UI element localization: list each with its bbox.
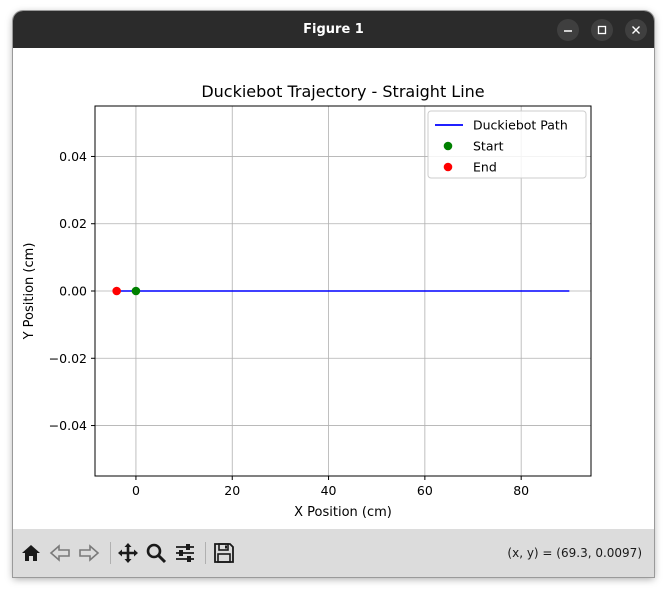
figure-canvas[interactable]: 0 20 40 60 80 −0.04 −0.02 0.00 0.02 0.04 Duckiebo…: [13, 48, 654, 529]
x-tick-label: 80: [513, 483, 529, 498]
y-tick-label: 0.04: [59, 149, 87, 164]
zoom-button[interactable]: [143, 541, 169, 565]
y-tick-label: 0.02: [59, 216, 87, 231]
y-tick-label: −0.02: [49, 351, 87, 366]
forward-button[interactable]: [76, 541, 102, 565]
sliders-icon: [176, 544, 194, 562]
configure-subplots-button[interactable]: [172, 541, 198, 565]
y-tick-label: 0.00: [59, 284, 87, 299]
legend: Duckiebot Path Start End: [427, 110, 587, 179]
floppy-disk-icon: [214, 543, 234, 563]
maximize-icon: [597, 25, 607, 35]
legend-entry-label: Start: [473, 139, 504, 154]
save-button[interactable]: [211, 541, 237, 565]
legend-point-swatch: [443, 162, 453, 172]
x-tick-label: 0: [132, 483, 140, 498]
y-axis-label: Y Position (cm): [22, 243, 37, 341]
start-point: [131, 286, 141, 296]
window-title: Figure 1: [303, 22, 364, 37]
trajectory-chart[interactable]: 0 20 40 60 80 −0.04 −0.02 0.00 0.02 0.04 Duckiebo…: [13, 48, 654, 529]
figure-window: Figure 1 0 20 40 60 80 −0.04 −0.02 0.00 0.02 0.04…: [13, 11, 654, 577]
x-tick-label: 60: [417, 483, 433, 498]
data-series: [112, 286, 570, 296]
back-arrow-icon: [49, 544, 70, 562]
close-icon: [632, 26, 640, 34]
move-icon: [118, 543, 138, 563]
legend-point-swatch: [443, 141, 453, 151]
toolbar-separator: [205, 542, 206, 564]
end-point: [112, 286, 121, 296]
x-axis-label: X Position (cm): [294, 505, 392, 520]
minimize-button[interactable]: [557, 19, 579, 41]
legend-box: [427, 110, 587, 179]
title-bar[interactable]: Figure 1: [13, 11, 654, 48]
chart-title: Duckiebot Trajectory - Straight Line: [201, 82, 484, 101]
magnifier-icon: [146, 543, 167, 564]
x-tick-label: 40: [321, 483, 337, 498]
pan-button[interactable]: [115, 541, 141, 565]
home-icon: [22, 545, 40, 561]
legend-entry-label: Duckiebot Path: [473, 118, 568, 133]
forward-arrow-icon: [79, 544, 100, 562]
legend-entry-label: End: [473, 160, 497, 175]
back-button[interactable]: [47, 541, 73, 565]
cursor-coordinates: (x, y) = (69.3, 0.0097): [507, 546, 642, 560]
toolbar-separator: [110, 542, 111, 564]
navigation-toolbar: (x, y) = (69.3, 0.0097): [13, 529, 654, 577]
x-tick-label: 20: [224, 483, 240, 498]
close-button[interactable]: [625, 19, 647, 41]
minimize-icon: [564, 30, 572, 32]
axis-ticks: 0 20 40 60 80 −0.04 −0.02 0.00 0.02 0.04: [49, 149, 529, 498]
y-tick-label: −0.04: [49, 418, 87, 433]
home-button[interactable]: [18, 541, 44, 565]
maximize-button[interactable]: [591, 19, 613, 41]
